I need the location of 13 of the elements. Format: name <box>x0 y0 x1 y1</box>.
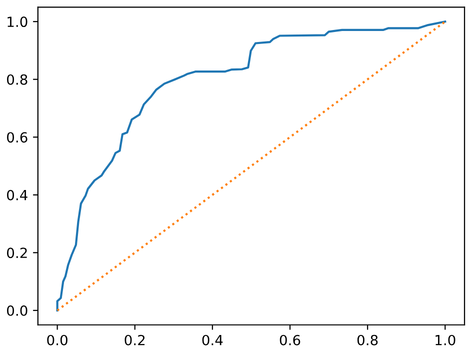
y-tick-label: 0.4 <box>7 190 28 200</box>
x-tick-label: 1.0 <box>436 334 456 346</box>
x-tick-label: 0.2 <box>124 334 145 346</box>
y-tick-label: 0.8 <box>7 74 28 85</box>
y-tick-label: 0.2 <box>7 248 27 258</box>
x-tick-label: 0.8 <box>357 334 378 346</box>
x-tick-label: 0.4 <box>202 334 223 346</box>
x-tick-label: 0.0 <box>47 334 68 346</box>
y-tick-label: 0.0 <box>7 305 28 316</box>
y-tick-label: 0.6 <box>7 132 28 143</box>
y-tick-label: 1.0 <box>8 16 28 28</box>
line-series <box>56 20 446 312</box>
x-tick-label: 0.6 <box>280 334 300 346</box>
